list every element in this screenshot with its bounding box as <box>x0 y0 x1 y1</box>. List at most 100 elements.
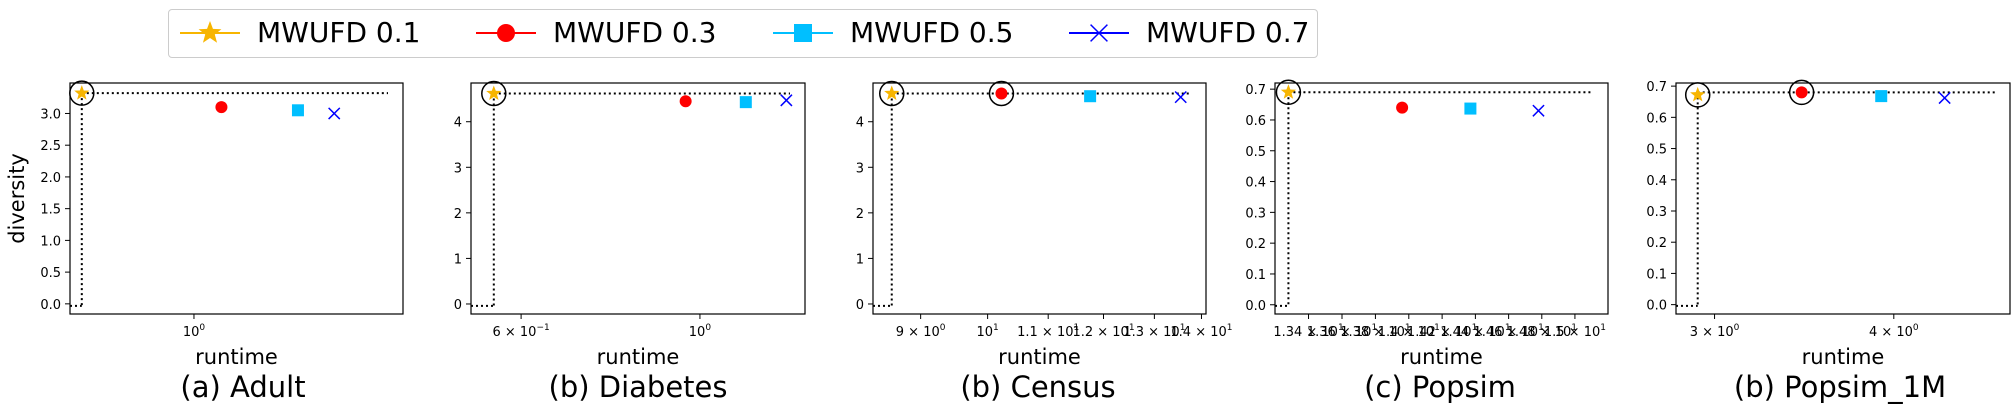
point-mwufd-0-7 <box>780 94 793 107</box>
plot-frame <box>1675 82 2011 315</box>
plot-frame <box>1274 82 1609 315</box>
point-mwufd-0-7 <box>1532 104 1545 117</box>
point-mwufd-0-1 <box>884 85 900 100</box>
legend-entry-1 <box>180 21 240 43</box>
legend-marker-star <box>198 21 222 43</box>
y-tick-label: 0.2 <box>1646 236 1667 251</box>
legend-marker-circle <box>497 24 515 42</box>
x-tick-label: 101 <box>976 323 998 340</box>
point-mwufd-0-7 <box>328 107 341 120</box>
y-tick-label: 0.4 <box>1646 174 1667 189</box>
legend-marker-square <box>794 24 812 42</box>
y-tick-label: 0.3 <box>1245 206 1266 221</box>
chart-5: 0.0 0.1 0.2 0.3 0.4 0.5 0.6 0.7 3 × 100 4 × 100 ru… <box>1646 79 2011 369</box>
x-tick-label: 1.38 × 101 <box>1340 323 1410 340</box>
point-mwufd-0-3 <box>995 87 1008 100</box>
y-tick-label: 3.0 <box>40 107 61 122</box>
y-tick-label: 1.0 <box>40 234 61 249</box>
pareto-circle <box>69 80 95 106</box>
plot-frame <box>69 82 404 315</box>
point-mwufd-0-3 <box>679 95 692 108</box>
y-tick-label: 0.5 <box>40 266 61 281</box>
y-tick-label: 1 <box>856 252 864 267</box>
plot-frame <box>470 82 806 315</box>
x-axis-label: runtime <box>597 345 680 369</box>
point-mwufd-0-1 <box>74 85 90 100</box>
y-tick-label: 2.0 <box>40 171 61 186</box>
x-axis-label: runtime <box>1400 345 1483 369</box>
pareto-circle <box>879 80 905 107</box>
legend-entry-4 <box>1069 24 1129 42</box>
point-mwufd-0-3 <box>1795 86 1808 99</box>
point-mwufd-0-5 <box>1464 102 1477 115</box>
point-mwufd-0-5 <box>739 96 752 109</box>
legend-markers <box>180 21 1129 43</box>
y-tick-label: 0.7 <box>1646 80 1667 95</box>
point-mwufd-0-3 <box>1396 101 1409 114</box>
caption-diabetes: (b) Diabetes <box>548 370 728 404</box>
y-tick-label: 0 <box>454 298 462 313</box>
point-mwufd-0-3 <box>215 101 228 114</box>
chart-2: 0 1 2 3 4 6 × 10−1 100 runtime <box>454 80 806 369</box>
x-tick-label: 100 <box>183 323 206 340</box>
y-tick-label: 0.5 <box>1245 145 1266 160</box>
x-tick-label: 1.4 × 101 <box>1378 323 1440 340</box>
point-mwufd-0-5 <box>1875 90 1888 103</box>
legend: MWUFD 0.1 MWUFD 0.3 MWUFD 0.5 MWUFD 0.7 <box>168 9 1318 58</box>
pareto-circle <box>481 80 507 107</box>
point-mwufd-0-1 <box>1280 84 1297 99</box>
point-mwufd-0-1 <box>486 85 502 100</box>
point-mwufd-0-7 <box>1938 91 1951 105</box>
x-axis-label: runtime <box>998 345 1081 369</box>
x-tick-label: 1.44 × 101 <box>1440 323 1510 340</box>
x-tick-label: 100 <box>689 323 712 340</box>
x-tick-label: 4 × 100 <box>1869 323 1919 340</box>
caption-adult: (a) Adult <box>180 370 306 404</box>
caption-popsim-1m: (b) Popsim_1M <box>1733 370 1947 404</box>
x-tick-label: 1.2 × 101 <box>1072 323 1134 340</box>
y-tick-label: 3 <box>856 161 864 176</box>
y-tick-label: 2.5 <box>40 139 61 154</box>
legend-label-mwufd-0-3: MWUFD 0.3 <box>553 16 717 49</box>
x-tick-label: 1.42 × 101 <box>1407 323 1477 340</box>
point-mwufd-0-7 <box>1174 90 1187 104</box>
caption-census: (b) Census <box>960 370 1116 404</box>
legend-entry-2 <box>476 24 536 42</box>
y-tick-label: 0.2 <box>1245 237 1266 252</box>
y-tick-label: 0.6 <box>1245 114 1266 129</box>
x-tick-label: 1.3 × 101 <box>1123 323 1185 340</box>
x-tick-label: 6 × 10−1 <box>492 323 549 340</box>
legend-label-mwufd-0-7: MWUFD 0.7 <box>1146 16 1310 49</box>
x-axis-label: runtime <box>195 345 278 369</box>
y-tick-label: 1.5 <box>40 203 61 218</box>
y-tick-label: 4 <box>454 116 462 131</box>
y-tick-label: 0.1 <box>1646 267 1667 282</box>
y-tick-label: 2 <box>454 207 462 222</box>
y-tick-label: 0.0 <box>40 298 61 313</box>
legend-marker-x <box>1090 24 1108 42</box>
caption-popsim: (c) Popsim <box>1364 370 1516 404</box>
y-tick-label: 0.3 <box>1646 205 1667 220</box>
legend-entry-3 <box>773 24 833 42</box>
pareto-circle <box>1684 82 1711 108</box>
x-tick-label: 1.46 × 101 <box>1473 323 1543 340</box>
legend-label-mwufd-0-1: MWUFD 0.1 <box>257 16 421 49</box>
chart-1: 0.0 0.5 1.0 1.5 2.0 2.5 3.0 100 runtime diversity <box>5 80 404 369</box>
point-mwufd-0-5 <box>291 104 304 117</box>
x-axis-label: runtime <box>1802 345 1885 369</box>
y-axis-label: diversity <box>5 153 29 244</box>
y-tick-label: 0.0 <box>1646 299 1667 314</box>
x-tick-label: 1.5 × 101 <box>1544 323 1606 340</box>
y-tick-label: 3 <box>454 161 462 176</box>
y-tick-label: 1 <box>454 252 462 267</box>
y-tick-label: 2 <box>856 207 864 222</box>
x-tick-label: 3 × 100 <box>1690 323 1740 340</box>
y-tick-label: 0.5 <box>1646 143 1667 158</box>
pareto-circle <box>1788 79 1815 106</box>
x-tick-label: 1.1 × 101 <box>1017 323 1079 340</box>
x-tick-label: 1.36 × 101 <box>1307 323 1377 340</box>
y-tick-label: 0.6 <box>1646 111 1667 126</box>
